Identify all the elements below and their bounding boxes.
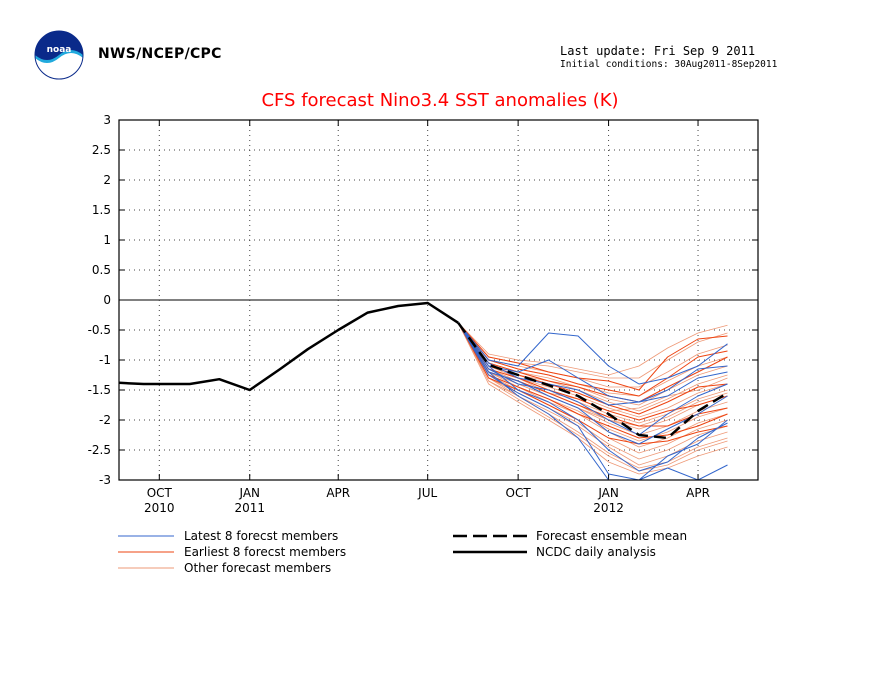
y-tick-label: 0.5 <box>92 263 111 277</box>
x-tick-label: JUL <box>417 486 437 500</box>
x-tick-year-label: 2010 <box>144 501 175 515</box>
latest-member-line <box>457 322 728 480</box>
y-tick-label: -1 <box>99 353 111 367</box>
latest-member-line <box>457 322 728 385</box>
latest-member-line <box>457 322 728 403</box>
other-member-line <box>457 322 728 460</box>
y-tick-label: 0 <box>103 293 111 307</box>
analysis-line <box>119 301 459 392</box>
x-tick-label: OCT <box>147 486 173 500</box>
other-member-line <box>457 322 728 466</box>
y-tick-label: 1.5 <box>92 203 111 217</box>
x-tick-label: OCT <box>506 486 532 500</box>
y-tick-label: -2 <box>99 413 111 427</box>
legend-earliest-label: Earliest 8 forecst members <box>184 545 346 559</box>
noaa-logo-text: noaa <box>47 45 72 55</box>
x-tick-label: JAN <box>597 486 619 500</box>
legend-other-label: Other forecast members <box>184 561 331 575</box>
x-tick-label: APR <box>686 486 710 500</box>
other-member-line <box>457 322 728 418</box>
y-tick-label: 1 <box>103 233 111 247</box>
initial-conditions-text: Initial conditions: 30Aug2011-8Sep2011 <box>560 59 778 70</box>
x-tick-label: JAN <box>238 486 260 500</box>
other-member-line <box>457 322 728 472</box>
legend-latest-label: Latest 8 forecst members <box>184 529 338 543</box>
x-tick-year-label: 2011 <box>234 501 265 515</box>
y-tick-label: 2 <box>103 173 111 187</box>
y-tick-label: -3 <box>99 473 111 487</box>
earliest-member-line <box>457 322 728 391</box>
chart-title: CFS forecast Nino3.4 SST anomalies (K) <box>261 90 619 111</box>
y-tick-label: -2.5 <box>88 443 111 457</box>
agency-label: NWS/NCEP/CPC <box>98 46 222 62</box>
latest-member-line <box>457 322 728 406</box>
legend-ensemble-label: Forecast ensemble mean <box>536 529 687 543</box>
other-member-line <box>457 322 728 469</box>
x-tick-year-label: 2012 <box>593 501 624 515</box>
other-member-line <box>457 322 728 376</box>
noaa-logo: noaa <box>34 30 84 80</box>
y-tick-label: -1.5 <box>88 383 111 397</box>
latest-member-line <box>457 322 728 445</box>
other-member-line <box>457 322 728 430</box>
y-tick-label: 2.5 <box>92 143 111 157</box>
series-group <box>119 301 729 480</box>
y-tick-label: 3 <box>103 113 111 127</box>
legend-analysis-label: NCDC daily analysis <box>536 545 656 559</box>
y-tick-label: -0.5 <box>88 323 111 337</box>
last-update-text: Last update: Fri Sep 9 2011 <box>560 44 756 58</box>
plot-frame <box>118 119 759 481</box>
x-tick-label: APR <box>326 486 350 500</box>
ensemble-mean-line <box>457 322 729 440</box>
